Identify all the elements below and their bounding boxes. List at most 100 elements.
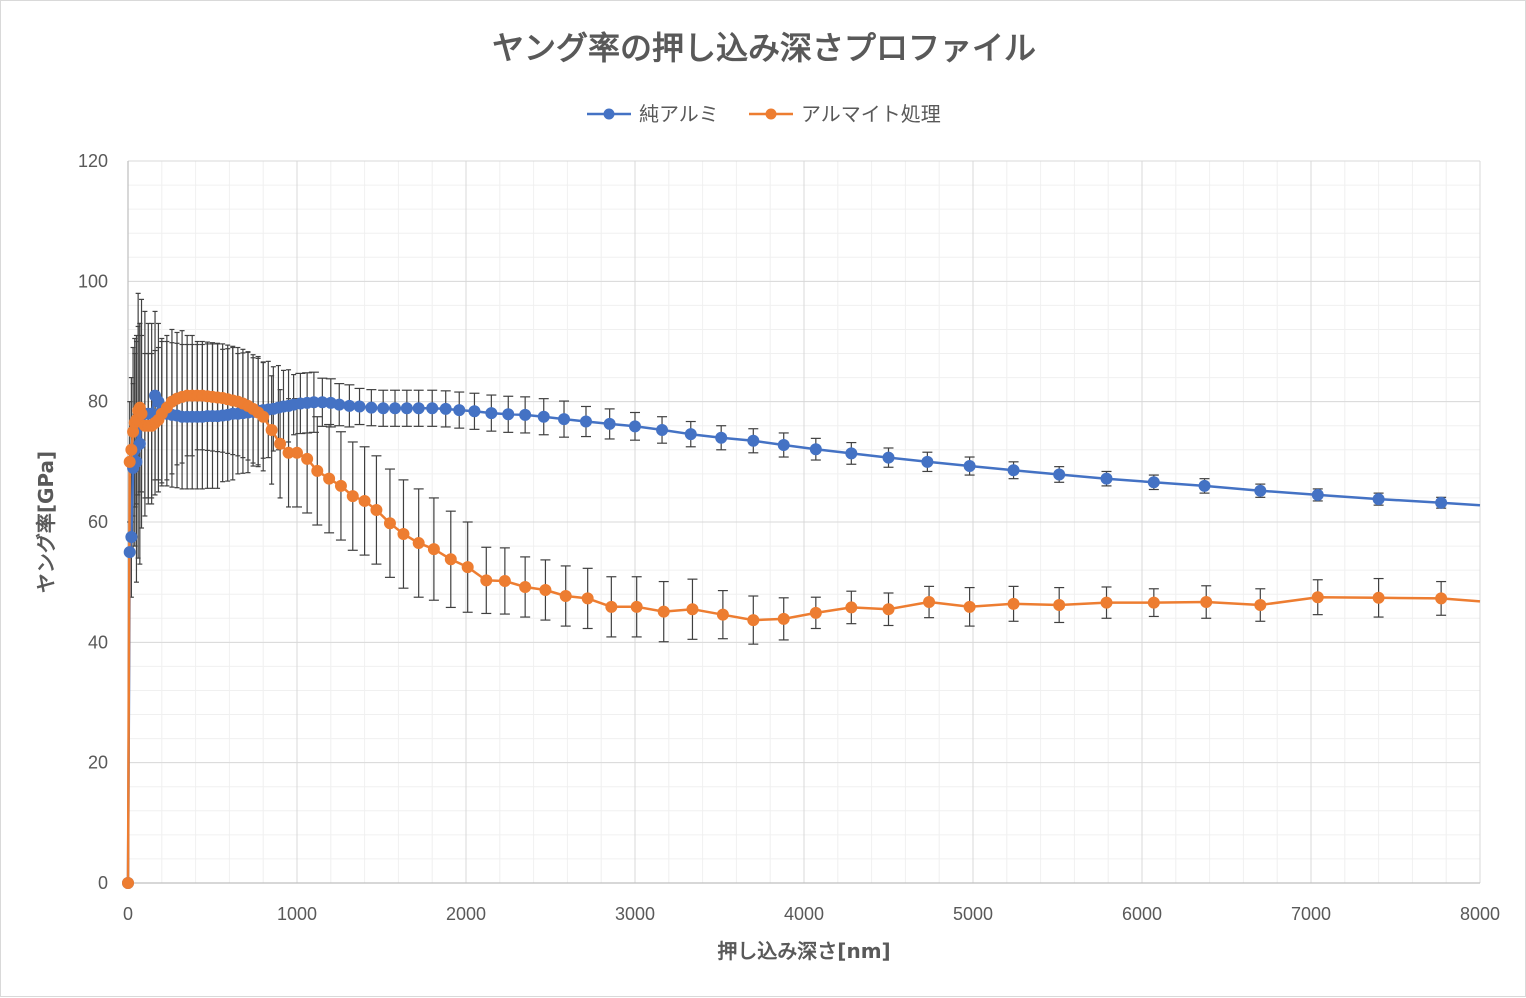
data-point <box>370 503 383 516</box>
data-point <box>686 603 699 616</box>
data-point <box>579 415 592 428</box>
data-point <box>921 455 934 468</box>
data-point <box>1311 488 1324 501</box>
data-point <box>133 437 146 450</box>
data-point <box>630 600 643 613</box>
x-tick-labels: 0 1000 2000 3000 4000 5000 6000 7000 8000 <box>123 904 1500 924</box>
data-point <box>383 517 396 530</box>
data-point <box>1007 464 1020 477</box>
data-point <box>265 423 278 436</box>
data-point <box>777 612 790 625</box>
data-point <box>1053 599 1066 612</box>
data-point <box>537 410 550 423</box>
x-axis-title: 押し込み深さ[nm] <box>717 939 890 963</box>
x-tick-label: 6000 <box>1122 904 1162 924</box>
data-point <box>389 402 402 415</box>
x-tick-label: 0 <box>123 904 133 924</box>
data-point <box>412 402 425 415</box>
y-tick-label: 60 <box>88 512 108 532</box>
data-point <box>809 606 822 619</box>
legend-swatch-marker <box>603 108 615 120</box>
y-tick-label: 100 <box>78 271 108 291</box>
data-point <box>1198 479 1211 492</box>
data-point <box>657 605 670 618</box>
data-point <box>257 410 270 423</box>
x-tick-label: 5000 <box>953 904 993 924</box>
data-point <box>1254 484 1267 497</box>
data-point <box>882 451 895 464</box>
data-point <box>480 574 493 587</box>
y-tick-label: 120 <box>78 151 108 171</box>
series-markers <box>122 389 1448 889</box>
data-point <box>274 437 287 450</box>
data-point <box>502 408 515 421</box>
data-point <box>453 404 466 417</box>
data-point <box>343 399 356 412</box>
x-tick-label: 1000 <box>277 904 317 924</box>
data-point <box>1007 597 1020 610</box>
error-bars <box>127 292 1447 645</box>
y-axis-title: ヤング率[GPa] <box>34 451 58 593</box>
data-point <box>715 431 728 444</box>
data-point <box>311 464 324 477</box>
data-point <box>777 438 790 451</box>
data-point <box>1100 472 1113 485</box>
data-point <box>1200 596 1213 609</box>
data-point <box>498 574 511 587</box>
y-tick-label: 20 <box>88 753 108 773</box>
data-point <box>963 460 976 473</box>
data-point <box>346 490 359 503</box>
x-tick-label: 8000 <box>1460 904 1500 924</box>
legend-label: アルマイト処理 <box>801 102 941 126</box>
data-point <box>365 401 378 414</box>
legend: 純アルミ アルマイト処理 <box>587 102 941 126</box>
data-point <box>122 877 134 889</box>
data-point <box>358 494 371 507</box>
data-point <box>539 583 552 596</box>
data-point <box>1254 599 1267 612</box>
data-point <box>1147 596 1160 609</box>
data-point <box>882 603 895 616</box>
data-point <box>747 434 760 447</box>
data-point <box>135 407 148 420</box>
data-point <box>377 402 390 415</box>
data-point <box>605 600 618 613</box>
data-point <box>559 590 572 603</box>
data-point <box>1372 493 1385 506</box>
data-point <box>716 608 729 621</box>
data-point <box>397 528 410 541</box>
data-point <box>629 420 641 433</box>
data-point <box>123 455 136 468</box>
chart-title: ヤング率の押し込み深さプロファイル <box>492 29 1036 67</box>
data-point <box>439 402 452 415</box>
data-point <box>323 472 336 485</box>
data-point <box>809 443 822 456</box>
data-point <box>656 423 669 436</box>
data-point <box>426 402 439 415</box>
data-point <box>291 446 303 459</box>
legend-swatch-marker <box>765 108 777 120</box>
y-tick-label: 80 <box>88 392 108 412</box>
data-point <box>1147 476 1160 489</box>
data-point <box>444 553 457 566</box>
data-point <box>1100 596 1113 609</box>
data-point <box>400 402 413 415</box>
data-point <box>333 398 346 411</box>
data-point <box>353 400 366 413</box>
legend-label: 純アルミ <box>639 102 719 126</box>
data-point <box>581 592 594 605</box>
data-point <box>603 417 616 430</box>
data-point <box>558 413 571 426</box>
data-point <box>125 443 138 456</box>
data-point <box>923 596 936 609</box>
data-point <box>427 543 440 556</box>
data-point <box>123 546 136 559</box>
data-point <box>845 447 858 460</box>
y-tick-label: 0 <box>98 873 108 893</box>
data-point <box>1435 592 1448 605</box>
data-point <box>1311 591 1324 604</box>
x-tick-label: 2000 <box>446 904 486 924</box>
data-point <box>845 601 858 614</box>
